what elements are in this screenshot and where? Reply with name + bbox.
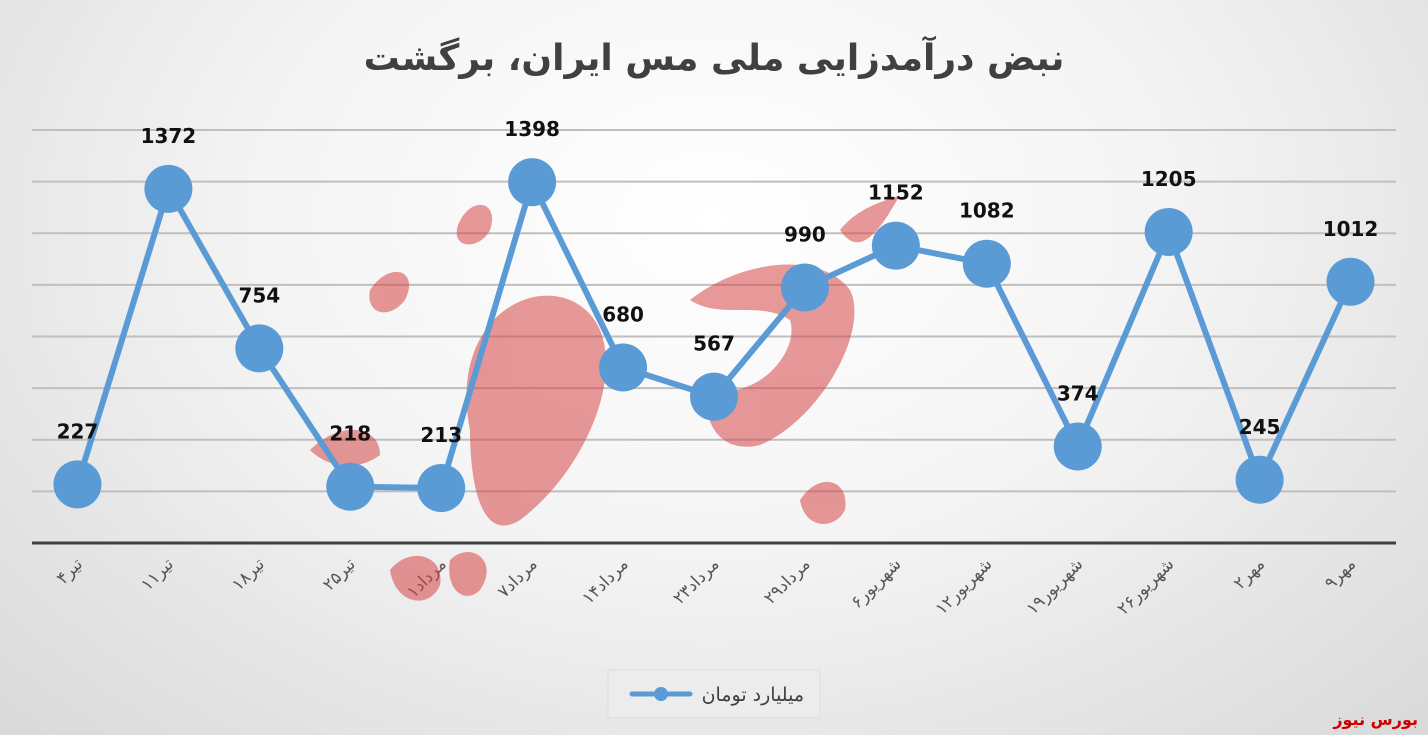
x-tick-label: ۱۱تیر xyxy=(137,554,178,595)
x-tick-label: ۱۹شهریور xyxy=(1023,554,1088,619)
data-point xyxy=(599,343,648,392)
data-label: 680 xyxy=(602,302,644,326)
chart-title: نبض درآمدزایی ملی مس ایران، برگشت xyxy=(364,35,1065,79)
data-label: 1205 xyxy=(1141,167,1197,191)
legend-marker xyxy=(654,687,668,701)
data-label: 218 xyxy=(329,422,371,446)
data-point xyxy=(1235,455,1284,504)
x-tick-label: ۷مرداد xyxy=(494,554,542,602)
x-tick-labels: ۴تیر۱۱تیر۱۸تیر۲۵تیر۱مرداد۷مرداد۱۴مرداد۲۳… xyxy=(53,554,1360,619)
x-tick-label: ۲مهر xyxy=(1230,554,1269,593)
legend: میلیارد تومان xyxy=(607,669,821,719)
watermark-text: بورس نیوز xyxy=(1332,710,1418,729)
data-point xyxy=(235,324,284,373)
x-tick-label: ۲۶شهریور xyxy=(1114,554,1179,619)
data-label: 374 xyxy=(1057,381,1099,405)
x-tick-label: ۶شهریور xyxy=(847,554,905,612)
data-point xyxy=(508,158,557,207)
data-point xyxy=(417,464,466,513)
data-label: 754 xyxy=(238,283,280,307)
data-label: 990 xyxy=(784,222,826,246)
legend-series-name: میلیارد تومان xyxy=(702,684,804,706)
data-point xyxy=(326,462,375,511)
data-points xyxy=(53,158,1375,513)
data-point xyxy=(144,164,193,213)
x-tick-label: ۲۵تیر xyxy=(319,554,360,595)
data-point xyxy=(871,221,920,270)
data-label: 245 xyxy=(1239,415,1281,439)
data-point xyxy=(53,460,102,509)
data-point xyxy=(962,239,1011,288)
data-label: 213 xyxy=(420,423,462,447)
data-label: 1082 xyxy=(959,199,1015,223)
data-label: 1372 xyxy=(141,124,197,148)
x-tick-label: ۹مهر xyxy=(1321,554,1360,593)
data-point xyxy=(1053,422,1102,471)
x-tick-label: ۱۲شهریور xyxy=(932,554,997,619)
data-label: 227 xyxy=(57,419,99,443)
data-point xyxy=(690,372,738,421)
x-tick-label: ۱۴مرداد xyxy=(578,554,632,608)
x-tick-label: ۱۸تیر xyxy=(228,554,269,595)
data-point xyxy=(1326,257,1375,306)
x-tick-label: ۴تیر xyxy=(53,554,87,588)
data-point xyxy=(1144,207,1193,256)
data-label: 1152 xyxy=(868,181,924,205)
data-label: 1012 xyxy=(1323,217,1379,241)
x-tick-label: ۲۹مرداد xyxy=(760,554,814,608)
data-label: 567 xyxy=(693,332,735,356)
data-labels: 227 1372 754 218 213 1398 680 567 990 1152 1082 374… xyxy=(57,117,1379,447)
data-point xyxy=(780,263,829,312)
data-label: 1398 xyxy=(504,117,560,141)
watermark-logo xyxy=(310,195,900,601)
x-tick-label: ۲۳مرداد xyxy=(669,554,723,608)
